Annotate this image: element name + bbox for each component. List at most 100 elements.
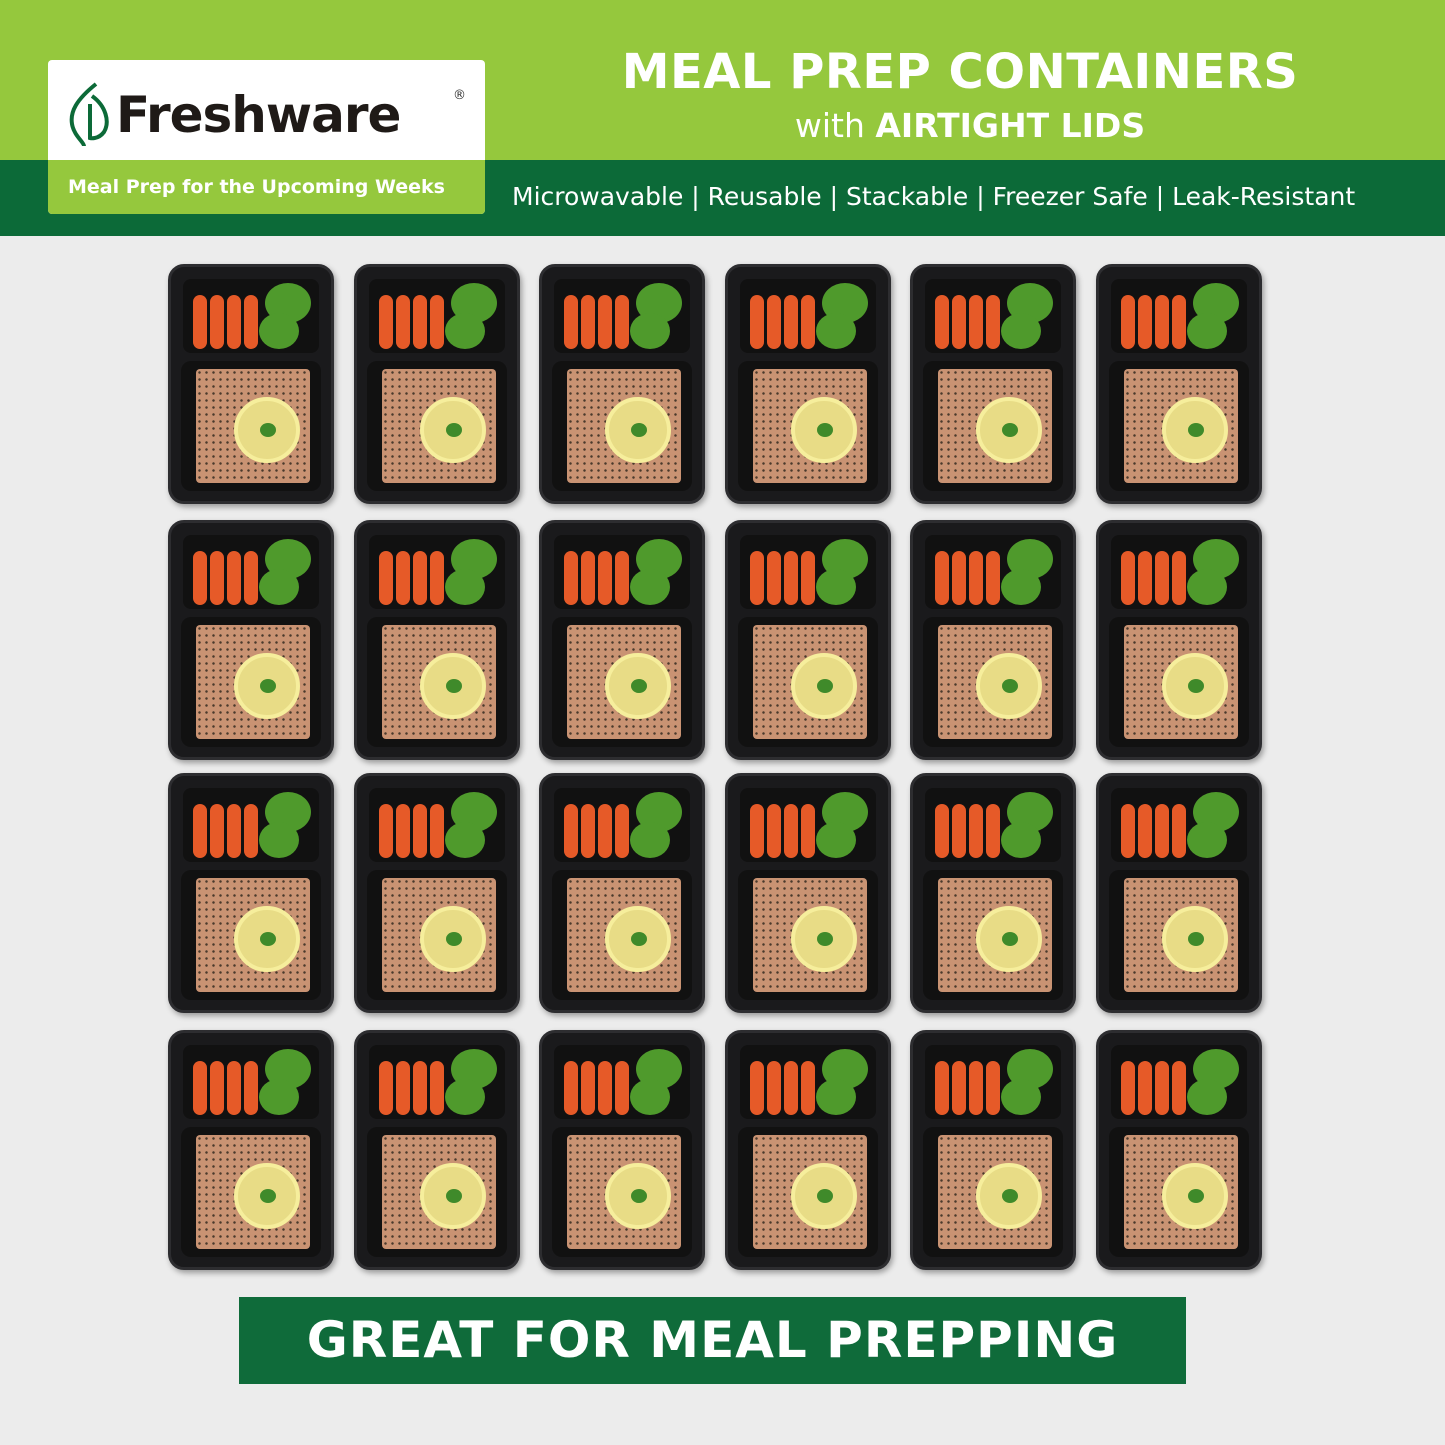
parsley [631, 423, 647, 437]
carrot [564, 804, 578, 858]
large-compartment [1108, 870, 1249, 1000]
lemon-slice [976, 1163, 1042, 1229]
broccoli [1186, 313, 1227, 349]
lemon-slice [1161, 653, 1228, 719]
carrot [749, 551, 764, 605]
parsley [1187, 679, 1204, 693]
large-compartment [181, 361, 321, 491]
meal-container [168, 1030, 334, 1270]
broccoli [259, 313, 299, 349]
salmon-fillet [1123, 369, 1238, 483]
carrot [412, 804, 427, 858]
salmon-fillet [196, 369, 310, 483]
lemon-slice [234, 1163, 300, 1229]
small-compartment [739, 1045, 876, 1119]
parsley [260, 679, 276, 693]
broccoli [630, 1079, 670, 1115]
broccoli [1001, 313, 1041, 349]
broccoli [1186, 1079, 1227, 1115]
lemon-slice [976, 653, 1042, 719]
carrot [969, 551, 983, 605]
registered-mark: ® [453, 88, 466, 103]
parsley [1002, 932, 1018, 946]
carrot [952, 295, 966, 349]
small-compartment [554, 535, 690, 609]
meal-container [168, 520, 334, 760]
small-compartment [183, 535, 319, 609]
large-compartment [366, 361, 507, 491]
carrot [395, 1061, 410, 1115]
large-compartment [366, 1127, 507, 1257]
parsley [260, 1189, 276, 1203]
meal-container [168, 264, 334, 504]
carrot [412, 1061, 427, 1115]
carrot [227, 804, 241, 858]
carrot [193, 295, 207, 349]
carrot [969, 1061, 983, 1115]
large-compartment [552, 361, 692, 491]
carrot [783, 1061, 798, 1115]
broccoli [444, 1079, 485, 1115]
parsley [631, 679, 647, 693]
large-compartment [923, 361, 1063, 491]
small-compartment [368, 1045, 505, 1119]
carrot [412, 295, 427, 349]
carrot [395, 295, 410, 349]
small-compartment [925, 788, 1061, 862]
carrot [193, 804, 207, 858]
carrot [598, 804, 612, 858]
carrot [1171, 295, 1186, 349]
carrot [766, 804, 781, 858]
lemon-slice [605, 397, 671, 463]
lemon-slice [419, 397, 486, 463]
carrot [564, 551, 578, 605]
carrot [193, 551, 207, 605]
carrot [935, 804, 949, 858]
brand-name: Freshware [116, 86, 401, 144]
carrot [429, 295, 444, 349]
carrot [783, 551, 798, 605]
small-compartment [554, 1045, 690, 1119]
carrot [1154, 804, 1169, 858]
large-compartment [366, 617, 507, 747]
carrot [800, 551, 815, 605]
meal-container [910, 773, 1076, 1013]
small-compartment [1110, 788, 1247, 862]
meal-container [1095, 773, 1262, 1013]
parsley [816, 679, 833, 693]
salmon-fillet [1123, 1135, 1238, 1249]
meal-container [724, 520, 891, 760]
carrot [395, 551, 410, 605]
large-compartment [737, 361, 878, 491]
small-compartment [1110, 279, 1247, 353]
salmon-fillet [752, 625, 867, 739]
meal-container [539, 520, 705, 760]
salmon-fillet [196, 1135, 310, 1249]
lemon-slice [1161, 906, 1228, 972]
lemon-slice [976, 906, 1042, 972]
small-compartment [183, 279, 319, 353]
salmon-fillet [196, 625, 310, 739]
broccoli [1001, 822, 1041, 858]
salmon-fillet [381, 625, 496, 739]
carrot [564, 295, 578, 349]
carrot [598, 1061, 612, 1115]
lemon-slice [976, 397, 1042, 463]
carrot [800, 1061, 815, 1115]
lemon-slice [605, 1163, 671, 1229]
carrot [615, 295, 629, 349]
lemon-slice [234, 653, 300, 719]
carrot [749, 1061, 764, 1115]
carrot [395, 804, 410, 858]
salmon-fillet [381, 878, 496, 992]
carrot [969, 295, 983, 349]
small-compartment [1110, 535, 1247, 609]
broccoli [815, 569, 856, 605]
parsley [445, 679, 462, 693]
carrot [244, 551, 258, 605]
meal-container [910, 520, 1076, 760]
broccoli [630, 569, 670, 605]
parsley [445, 1189, 462, 1203]
leaf-icon [69, 82, 109, 147]
parsley [260, 932, 276, 946]
